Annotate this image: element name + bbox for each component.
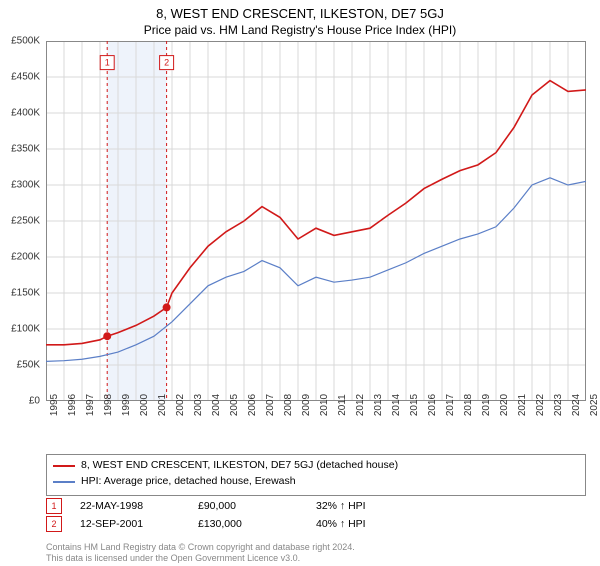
y-axis-ticks: £0£50K£100K£150K£200K£250K£300K£350K£400… (0, 41, 44, 401)
attribution-line1: Contains HM Land Registry data © Crown c… (46, 542, 586, 553)
attribution-line2: This data is licensed under the Open Gov… (46, 553, 586, 564)
x-tick-label: 1997 (85, 394, 96, 416)
chart-title-sub: Price paid vs. HM Land Registry's House … (0, 23, 600, 37)
y-tick-label: £450K (11, 72, 40, 83)
x-tick-label: 1999 (121, 394, 132, 416)
x-tick-label: 2016 (427, 394, 438, 416)
x-tick-label: 2018 (463, 394, 474, 416)
x-tick-label: 2019 (481, 394, 492, 416)
x-tick-label: 2012 (355, 394, 366, 416)
sale-delta: 32% ↑ HPI (316, 500, 416, 512)
y-tick-label: £50K (17, 360, 40, 371)
x-tick-label: 2014 (391, 394, 402, 416)
y-tick-label: £350K (11, 144, 40, 155)
chart-plot: 12 (46, 41, 586, 401)
y-tick-label: £200K (11, 252, 40, 263)
x-tick-label: 2000 (139, 394, 150, 416)
x-tick-label: 2006 (247, 394, 258, 416)
x-tick-label: 2017 (445, 394, 456, 416)
x-tick-label: 2001 (157, 394, 168, 416)
x-tick-label: 2022 (535, 394, 546, 416)
x-tick-label: 1995 (49, 394, 60, 416)
y-tick-label: £250K (11, 216, 40, 227)
legend-swatch (53, 465, 75, 467)
x-tick-label: 2007 (265, 394, 276, 416)
chart-container: 8, WEST END CRESCENT, ILKESTON, DE7 5GJ … (0, 6, 600, 566)
x-tick-label: 2011 (337, 394, 348, 416)
y-tick-label: £100K (11, 324, 40, 335)
y-tick-label: £300K (11, 180, 40, 191)
y-tick-label: £150K (11, 288, 40, 299)
attribution: Contains HM Land Registry data © Crown c… (46, 542, 586, 564)
sale-row: 1 22-MAY-1998 £90,000 32% ↑ HPI (46, 498, 586, 514)
legend-label: HPI: Average price, detached house, Erew… (81, 474, 296, 490)
x-tick-label: 2005 (229, 394, 240, 416)
x-tick-label: 2004 (211, 394, 222, 416)
x-tick-label: 1998 (103, 394, 114, 416)
x-tick-label: 2003 (193, 394, 204, 416)
legend-swatch (53, 481, 75, 483)
x-tick-label: 2010 (319, 394, 330, 416)
x-tick-label: 2025 (589, 394, 600, 416)
sales-table: 1 22-MAY-1998 £90,000 32% ↑ HPI 2 12-SEP-2001… (46, 498, 586, 534)
chart-area: £0£50K£100K£150K£200K£250K£300K£350K£400… (46, 41, 586, 401)
legend-item: 8, WEST END CRESCENT, ILKESTON, DE7 5GJ … (53, 458, 579, 474)
y-tick-label: £500K (11, 36, 40, 47)
sale-delta: 40% ↑ HPI (316, 518, 416, 530)
svg-text:2: 2 (164, 58, 169, 68)
x-tick-label: 2002 (175, 394, 186, 416)
x-tick-label: 2008 (283, 394, 294, 416)
sale-marker: 2 (46, 516, 62, 532)
legend-item: HPI: Average price, detached house, Erew… (53, 474, 579, 490)
legend-label: 8, WEST END CRESCENT, ILKESTON, DE7 5GJ … (81, 458, 398, 474)
x-tick-label: 2020 (499, 394, 510, 416)
x-axis-ticks: 1995199619971998199920002001200220032004… (46, 401, 586, 441)
sale-price: £130,000 (198, 518, 298, 530)
x-tick-label: 2024 (571, 394, 582, 416)
x-tick-label: 2013 (373, 394, 384, 416)
legend: 8, WEST END CRESCENT, ILKESTON, DE7 5GJ … (46, 454, 586, 496)
sale-date: 12-SEP-2001 (80, 518, 180, 530)
x-tick-label: 2015 (409, 394, 420, 416)
x-tick-label: 2023 (553, 394, 564, 416)
sale-price: £90,000 (198, 500, 298, 512)
sale-date: 22-MAY-1998 (80, 500, 180, 512)
y-tick-label: £0 (29, 396, 40, 407)
x-tick-label: 2009 (301, 394, 312, 416)
y-tick-label: £400K (11, 108, 40, 119)
chart-title-main: 8, WEST END CRESCENT, ILKESTON, DE7 5GJ (0, 6, 600, 21)
x-tick-label: 1996 (67, 394, 78, 416)
sale-marker: 1 (46, 498, 62, 514)
sale-row: 2 12-SEP-2001 £130,000 40% ↑ HPI (46, 516, 586, 532)
svg-text:1: 1 (105, 58, 110, 68)
x-tick-label: 2021 (517, 394, 528, 416)
